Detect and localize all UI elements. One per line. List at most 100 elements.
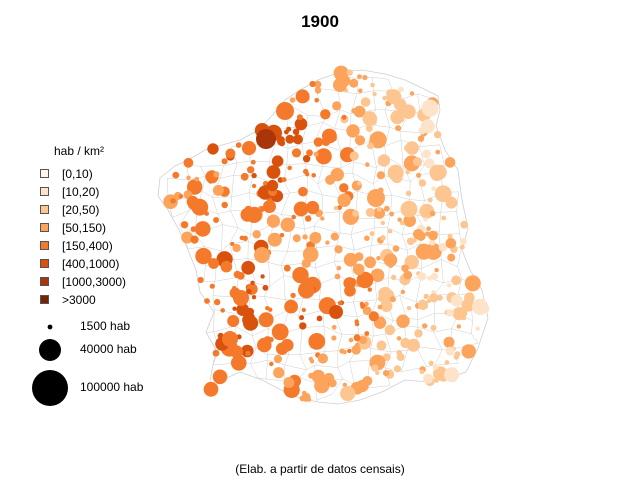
- legend-title: hab / km²: [54, 144, 105, 158]
- municipal-boundary: [268, 262, 271, 287]
- population-dot: [418, 179, 427, 187]
- municipal-boundary: [172, 210, 190, 218]
- population-dot: [431, 186, 436, 191]
- population-dot: [230, 345, 244, 359]
- municipal-boundary: [419, 146, 425, 165]
- municipal-boundary: [317, 183, 323, 195]
- population-dot: [340, 385, 356, 402]
- municipal-boundary: [322, 122, 335, 129]
- municipal-boundary: [286, 163, 305, 165]
- municipal-boundary: [440, 259, 444, 283]
- municipal-boundary: [230, 210, 239, 228]
- population-dot: [377, 294, 386, 303]
- municipal-boundary: [299, 377, 316, 384]
- population-dot: [346, 69, 353, 76]
- map-title: 1900: [301, 12, 339, 31]
- municipal-boundary: [233, 162, 238, 176]
- population-dot: [401, 104, 416, 119]
- population-dot: [405, 170, 410, 175]
- population-dot: [333, 205, 339, 211]
- population-dot: [241, 141, 257, 156]
- legend-label: [1000,3000): [62, 275, 127, 289]
- population-dot: [348, 337, 354, 343]
- population-dot: [276, 102, 294, 120]
- municipal-boundary: [337, 361, 350, 368]
- municipal-boundary: [399, 131, 402, 140]
- municipal-boundary: [206, 331, 214, 333]
- population-dot: [429, 293, 439, 303]
- municipal-boundary: [252, 335, 257, 348]
- population-dot: [365, 162, 370, 167]
- population-dot: [396, 349, 403, 356]
- population-dot: [306, 397, 312, 402]
- population-dot: [430, 324, 437, 331]
- population-dot: [301, 258, 311, 268]
- municipal-boundary: [337, 334, 343, 351]
- municipal-boundary: [384, 139, 402, 147]
- population-dot: [446, 197, 454, 205]
- municipal-boundary: [263, 296, 286, 300]
- municipal-boundary: [269, 275, 284, 287]
- population-dot: [359, 336, 368, 345]
- population-dot: [380, 220, 385, 226]
- population-dot: [271, 155, 284, 167]
- population-dot: [194, 176, 200, 182]
- population-dot: [262, 284, 269, 291]
- municipal-boundary: [341, 333, 359, 335]
- legend-label: [150,400): [62, 239, 113, 253]
- municipal-boundary: [417, 326, 434, 333]
- population-dot: [195, 247, 212, 265]
- population-dot: [293, 201, 309, 217]
- population-dot: [240, 172, 249, 181]
- municipal-boundary: [349, 361, 355, 385]
- population-dot: [438, 242, 448, 252]
- population-dot: [441, 215, 447, 221]
- population-dot: [252, 230, 261, 239]
- population-dot: [328, 379, 337, 388]
- municipal-boundary: [257, 377, 266, 380]
- population-dot: [291, 148, 302, 158]
- municipal-boundary: [353, 161, 377, 168]
- municipal-boundary: [304, 225, 315, 230]
- municipal-boundary: [372, 299, 378, 311]
- municipal-boundary: [433, 332, 443, 350]
- population-dot: [220, 308, 225, 313]
- municipal-boundary: [233, 258, 248, 260]
- population-dot: [409, 91, 415, 96]
- population-dot: [267, 232, 282, 247]
- population-dot: [367, 142, 374, 150]
- municipal-boundary: [213, 363, 230, 366]
- population-dot: [325, 174, 336, 185]
- municipal-boundary: [284, 364, 307, 371]
- population-dot: [406, 306, 412, 311]
- municipal-boundary: [340, 109, 352, 114]
- municipal-boundary: [265, 360, 268, 380]
- population-dot: [317, 353, 328, 364]
- population-dot: [481, 305, 490, 313]
- municipal-boundary: [248, 234, 252, 242]
- population-dot: [242, 235, 248, 241]
- municipal-boundary: [340, 232, 352, 235]
- municipal-boundary: [280, 265, 284, 276]
- municipal-boundary: [385, 334, 392, 353]
- municipal-boundary: [301, 141, 315, 145]
- municipal-boundary: [352, 173, 374, 184]
- population-dot: [352, 263, 365, 276]
- municipal-boundary: [457, 247, 462, 267]
- population-dot: [302, 234, 308, 240]
- municipal-boundary: [306, 122, 324, 127]
- population-dot: [368, 311, 379, 322]
- population-dot: [371, 364, 379, 372]
- municipal-boundary: [471, 320, 473, 334]
- source-credit: (Elab. a partir de datos censais): [235, 462, 405, 476]
- population-dot: [417, 272, 427, 281]
- population-dot: [289, 97, 296, 103]
- population-dot: [299, 322, 307, 330]
- municipal-boundary: [354, 245, 372, 251]
- population-dot: [291, 214, 297, 220]
- municipal-boundary: [213, 309, 215, 332]
- population-dot: [207, 178, 214, 184]
- municipal-boundary: [409, 181, 411, 200]
- population-dot: [247, 312, 255, 321]
- population-dot: [251, 295, 257, 300]
